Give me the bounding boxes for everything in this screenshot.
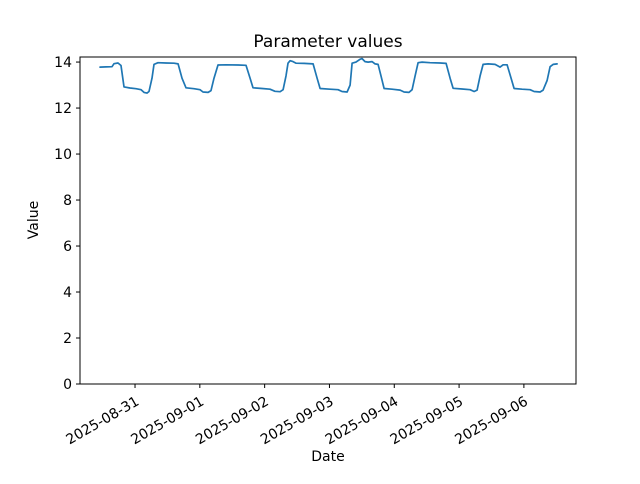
y-tick-label: 12: [54, 101, 72, 117]
x-tick-label: 2025-09-06: [452, 394, 531, 449]
plot-area: 024681012142025-08-312025-09-012025-09-0…: [54, 55, 577, 449]
x-tick-label: 2025-09-03: [258, 394, 336, 449]
axes-spines: [79, 56, 577, 385]
y-tick-label: 6: [63, 239, 72, 255]
x-tick-label: 2025-09-05: [388, 394, 466, 449]
y-tick-label: 14: [54, 55, 72, 71]
x-tick-label: 2025-09-02: [193, 394, 271, 449]
y-tick-label: 2: [63, 331, 72, 347]
x-tick-label: 2025-09-04: [323, 394, 402, 449]
y-axis-label: Value: [26, 201, 42, 239]
x-tick-label: 2025-09-01: [128, 394, 206, 449]
x-tick-label: 2025-08-31: [64, 394, 142, 449]
x-axis-label: Date: [311, 449, 344, 465]
y-tick-label: 10: [54, 147, 72, 163]
chart-title: Parameter values: [253, 32, 402, 52]
y-tick-label: 0: [63, 377, 72, 393]
data-line-parameter: [99, 57, 558, 94]
y-tick-label: 8: [63, 193, 72, 209]
y-tick-label: 4: [63, 285, 72, 301]
